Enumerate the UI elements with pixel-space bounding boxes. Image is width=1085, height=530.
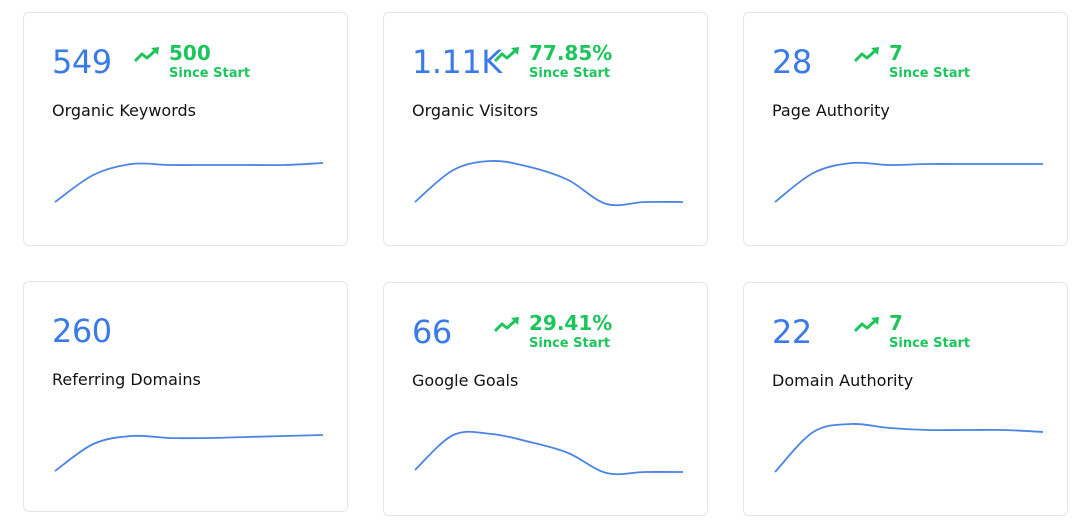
sparkline-series <box>774 423 1044 473</box>
trending-up-icon <box>133 46 160 64</box>
metric-delta: 7 <box>889 41 903 65</box>
sparkline-chart <box>54 162 324 203</box>
trending-up-icon <box>493 316 520 334</box>
sparkline-series <box>414 160 684 207</box>
sparkline-chart <box>774 423 1044 473</box>
since-start-label: Since Start <box>169 66 251 81</box>
sparkline-chart <box>414 430 684 476</box>
metric-delta: 77.85% <box>529 41 613 65</box>
metric-label: Referring Domains <box>52 370 201 389</box>
since-start-label: Since Start <box>529 66 611 81</box>
metric-delta: 7 <box>889 311 903 335</box>
trending-up-icon <box>853 316 880 334</box>
metric-value: 22 <box>772 313 812 351</box>
sparkline-series <box>54 162 324 203</box>
trending-up-icon <box>493 46 520 64</box>
metric-label: Page Authority <box>772 101 890 120</box>
sparkline-series <box>414 430 684 476</box>
since-start-label: Since Start <box>529 336 611 351</box>
card-domain-authority: 22 7 Since Start Domain Authority <box>743 282 1068 516</box>
metric-value: 549 <box>52 43 112 81</box>
metric-value: 28 <box>772 43 812 81</box>
metric-label: Google Goals <box>412 371 519 390</box>
metric-delta: 500 <box>169 41 211 65</box>
card-google-goals: 66 29.41% Since Start Google Goals <box>383 282 708 516</box>
sparkline-series <box>774 161 1043 203</box>
metric-label: Organic Keywords <box>52 101 196 120</box>
sparkline-series <box>54 434 324 472</box>
metric-label: Organic Visitors <box>412 101 539 120</box>
metric-value: 66 <box>412 313 452 351</box>
trending-up-icon <box>853 46 880 64</box>
card-page-authority: 28 7 Since Start Page Authority <box>743 12 1068 246</box>
sparkline-chart <box>774 161 1043 203</box>
since-start-label: Since Start <box>889 336 971 351</box>
card-organic-keywords: 549 500 Since Start Organic Keywords <box>23 12 348 246</box>
since-start-label: Since Start <box>889 66 971 81</box>
card-referring-domains: 260 Referring Domains <box>23 281 348 512</box>
metric-delta: 29.41% <box>529 311 613 335</box>
sparkline-chart <box>54 434 324 472</box>
card-organic-visitors: 1.11K 77.85% Since Start Organic Visitors <box>383 12 708 246</box>
sparkline-chart <box>414 160 684 207</box>
metric-label: Domain Authority <box>772 371 914 390</box>
metric-value: 1.11K <box>412 43 502 81</box>
metric-value: 260 <box>52 312 112 350</box>
